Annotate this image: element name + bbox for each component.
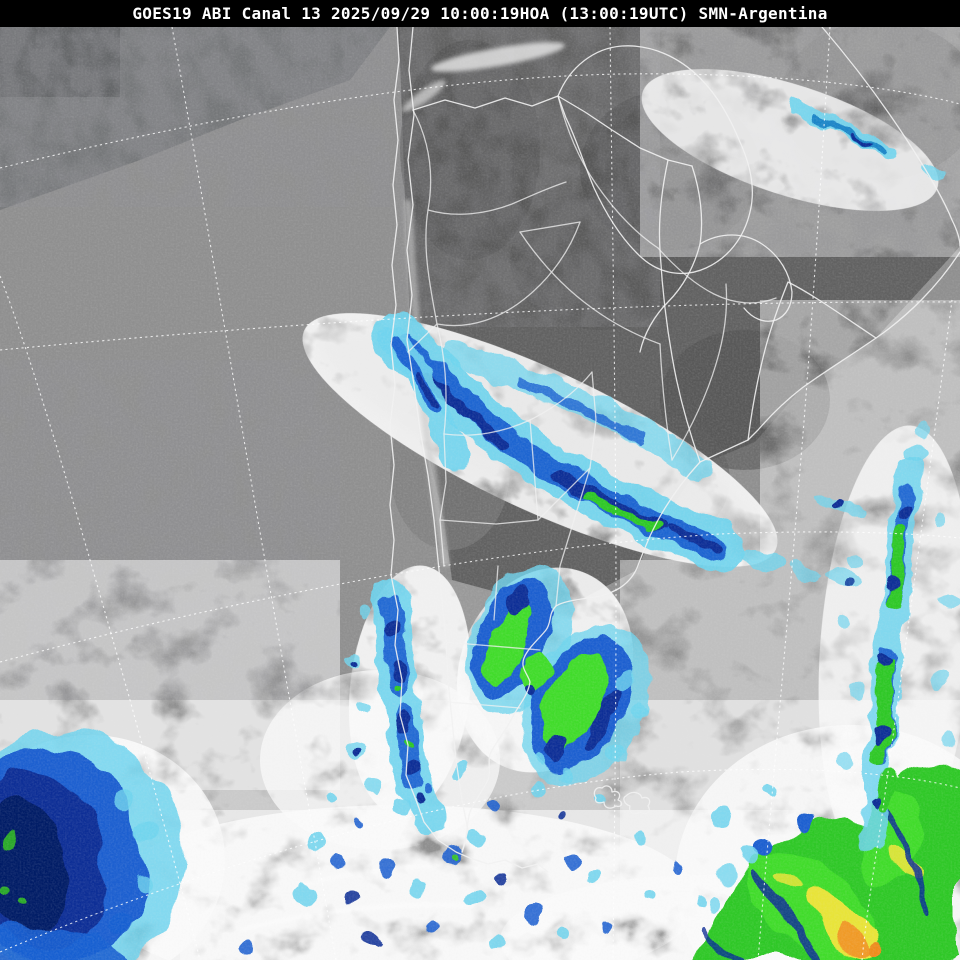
- grain-overlay: [0, 27, 960, 960]
- header-bar: GOES19 ABI Canal 13 2025/09/29 10:00:19H…: [0, 0, 960, 27]
- header-title: GOES19 ABI Canal 13 2025/09/29 10:00:19H…: [132, 4, 828, 23]
